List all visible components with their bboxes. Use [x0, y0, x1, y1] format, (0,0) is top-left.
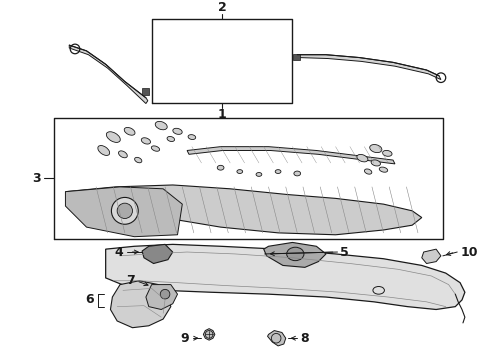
Text: 8: 8: [300, 332, 309, 345]
Polygon shape: [106, 244, 465, 310]
Ellipse shape: [237, 170, 243, 174]
Ellipse shape: [141, 138, 150, 144]
Ellipse shape: [106, 132, 121, 143]
Polygon shape: [422, 249, 441, 264]
Text: 2: 2: [218, 0, 226, 14]
Text: 7: 7: [125, 274, 134, 287]
Ellipse shape: [217, 165, 224, 170]
Polygon shape: [110, 281, 171, 328]
Text: 3: 3: [32, 172, 41, 185]
Text: 5: 5: [341, 246, 349, 258]
Ellipse shape: [256, 172, 262, 176]
Ellipse shape: [369, 144, 382, 153]
Ellipse shape: [371, 160, 380, 166]
Ellipse shape: [98, 145, 110, 156]
Text: 10: 10: [460, 246, 478, 258]
Ellipse shape: [155, 121, 167, 130]
Ellipse shape: [379, 167, 388, 172]
Circle shape: [111, 197, 138, 224]
Text: 4: 4: [114, 246, 123, 258]
Ellipse shape: [119, 151, 127, 158]
Text: 9: 9: [180, 332, 189, 345]
Polygon shape: [264, 242, 326, 267]
Polygon shape: [297, 55, 441, 80]
Bar: [142, 88, 149, 95]
Bar: [294, 54, 300, 60]
Polygon shape: [66, 185, 422, 235]
Polygon shape: [66, 187, 182, 237]
Ellipse shape: [365, 169, 372, 174]
Circle shape: [160, 289, 170, 299]
Text: 1: 1: [218, 108, 226, 121]
Ellipse shape: [383, 150, 392, 156]
Text: 6: 6: [86, 293, 94, 306]
Polygon shape: [187, 147, 395, 164]
Ellipse shape: [173, 128, 182, 134]
Ellipse shape: [151, 146, 160, 151]
Circle shape: [117, 203, 132, 219]
Polygon shape: [268, 330, 286, 346]
Polygon shape: [69, 45, 148, 104]
Ellipse shape: [287, 247, 304, 261]
Ellipse shape: [275, 170, 281, 174]
Ellipse shape: [167, 136, 174, 141]
Ellipse shape: [357, 154, 368, 162]
Ellipse shape: [135, 157, 142, 163]
Polygon shape: [146, 285, 177, 310]
Ellipse shape: [124, 127, 135, 135]
Polygon shape: [142, 244, 172, 264]
Ellipse shape: [188, 135, 196, 140]
Polygon shape: [203, 329, 215, 340]
Ellipse shape: [294, 171, 300, 176]
